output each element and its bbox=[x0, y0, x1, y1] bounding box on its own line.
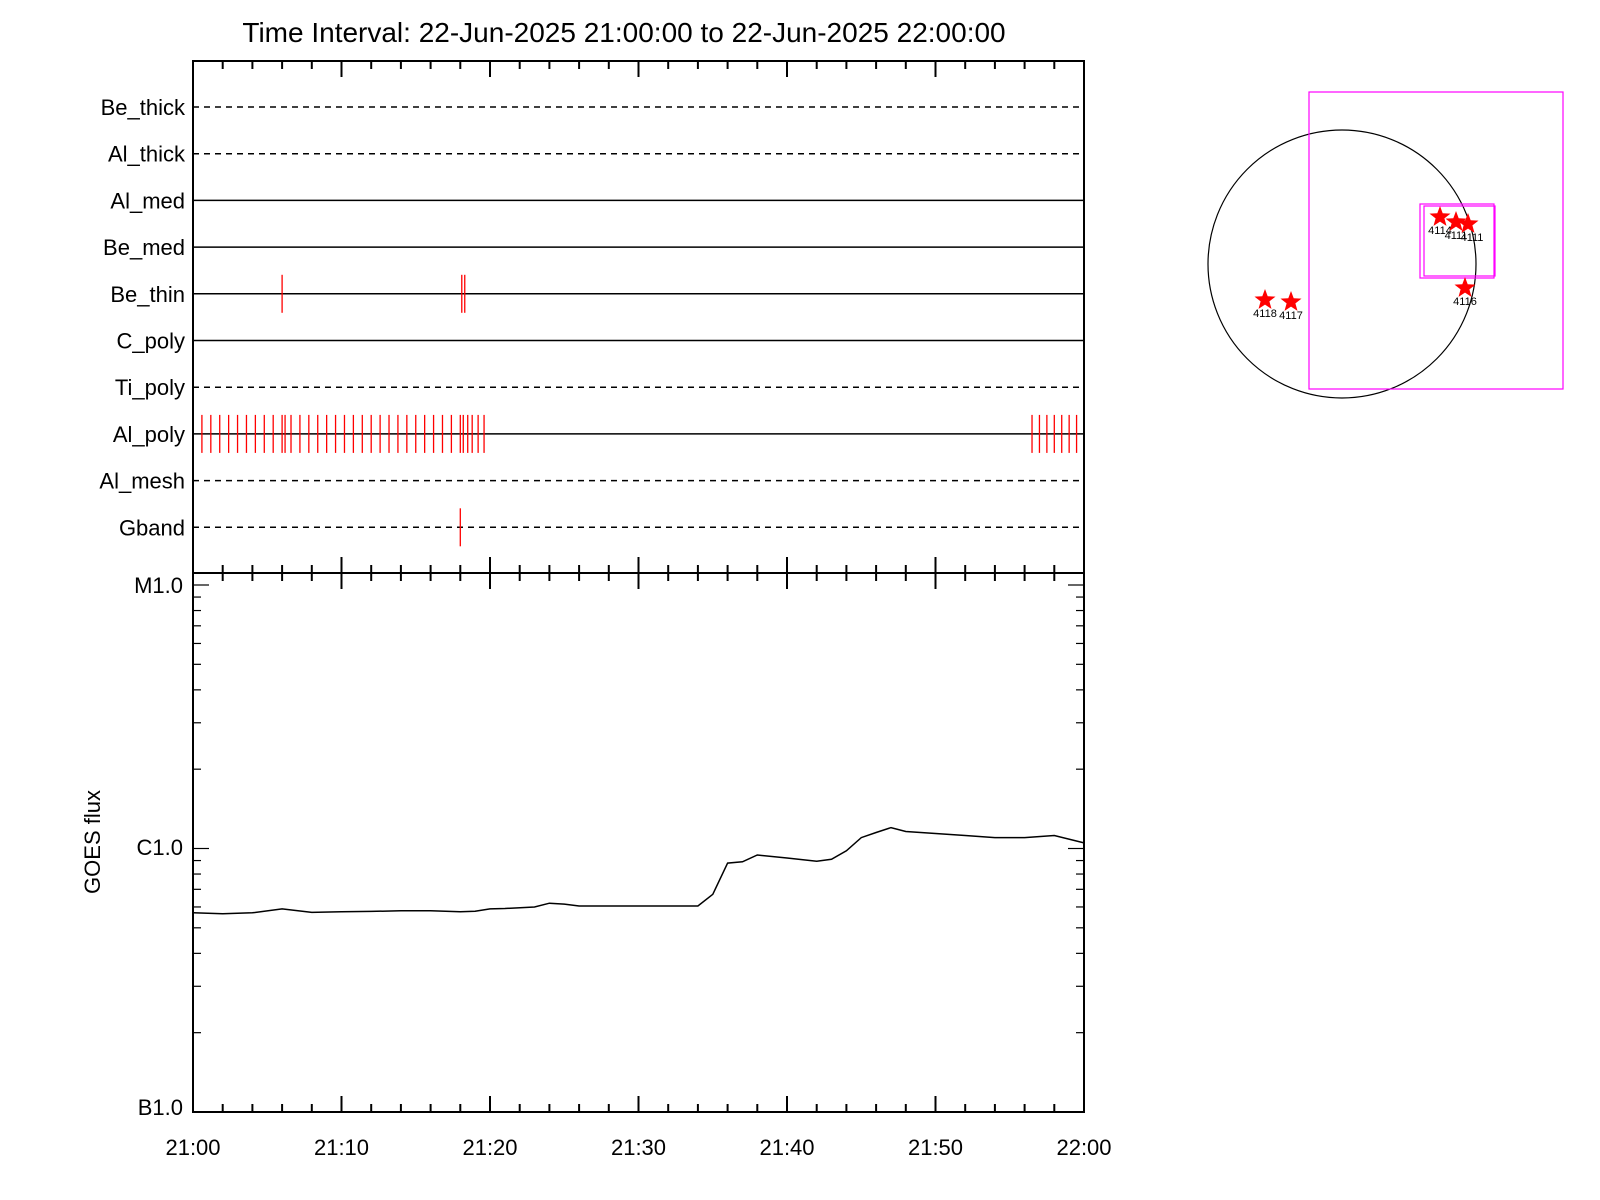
goes-y-axis-label: GOES flux bbox=[80, 790, 105, 894]
goes-ticks bbox=[192, 573, 1085, 1113]
region-star bbox=[1429, 206, 1451, 226]
timeline-frame bbox=[192, 60, 1085, 574]
x-tick-label: 22:00 bbox=[1056, 1135, 1111, 1160]
row-label: Al_med bbox=[110, 188, 185, 213]
row-label: Al_thick bbox=[108, 142, 186, 167]
goes-y-tick-label: C1.0 bbox=[137, 835, 183, 860]
region-star bbox=[1280, 291, 1302, 311]
row-label: Be_med bbox=[103, 235, 185, 260]
row-label: Ti_poly bbox=[115, 375, 185, 400]
row-label: Al_poly bbox=[113, 422, 185, 447]
timeline-rows: Be_thick Al_thick Al_med Be_med Be_thin C_pol… bbox=[99, 95, 1085, 547]
region-star bbox=[1254, 289, 1276, 309]
row-label: Gband bbox=[119, 515, 185, 540]
region-star bbox=[1454, 277, 1476, 297]
x-tick-label: 21:40 bbox=[759, 1135, 814, 1160]
field-of-view-box bbox=[1308, 91, 1564, 390]
region-box bbox=[1419, 203, 1495, 279]
timeline-ticks bbox=[192, 61, 1085, 573]
x-tick-label: 21:30 bbox=[611, 1135, 666, 1160]
region-star bbox=[1445, 211, 1467, 231]
goes-flux-line bbox=[192, 826, 1085, 915]
x-tick-label: 21:50 bbox=[908, 1135, 963, 1160]
x-tick-label: 21:20 bbox=[462, 1135, 517, 1160]
row-label: C_poly bbox=[117, 329, 185, 354]
row-label: Be_thin bbox=[110, 282, 185, 307]
x-tick-label: 21:00 bbox=[165, 1135, 220, 1160]
region-box-inner bbox=[1423, 205, 1496, 277]
row-label: Be_thick bbox=[101, 95, 186, 120]
region-star bbox=[1457, 213, 1479, 233]
x-tick-label: 21:10 bbox=[314, 1135, 369, 1160]
chart-title: Time Interval: 22-Jun-2025 21:00:00 to 2… bbox=[242, 17, 1005, 48]
region-label: 4116 bbox=[1453, 296, 1477, 308]
row-label: Al_mesh bbox=[99, 469, 185, 494]
region-label: 4117 bbox=[1279, 310, 1303, 322]
region-label: 4111 bbox=[1461, 232, 1484, 244]
goes-frame bbox=[192, 572, 1085, 1113]
goes-y-tick-label: M1.0 bbox=[134, 573, 183, 598]
region-label: 4114 bbox=[1428, 225, 1452, 237]
solar-disk bbox=[1207, 129, 1477, 399]
goes-y-tick-label: B1.0 bbox=[138, 1095, 183, 1120]
x-tick-labels: 21:00 21:10 21:20 21:30 21:40 21:50 22:00 bbox=[165, 1135, 1111, 1160]
region-label: 4111 bbox=[1445, 230, 1468, 242]
region-label: 4118 bbox=[1253, 308, 1277, 320]
